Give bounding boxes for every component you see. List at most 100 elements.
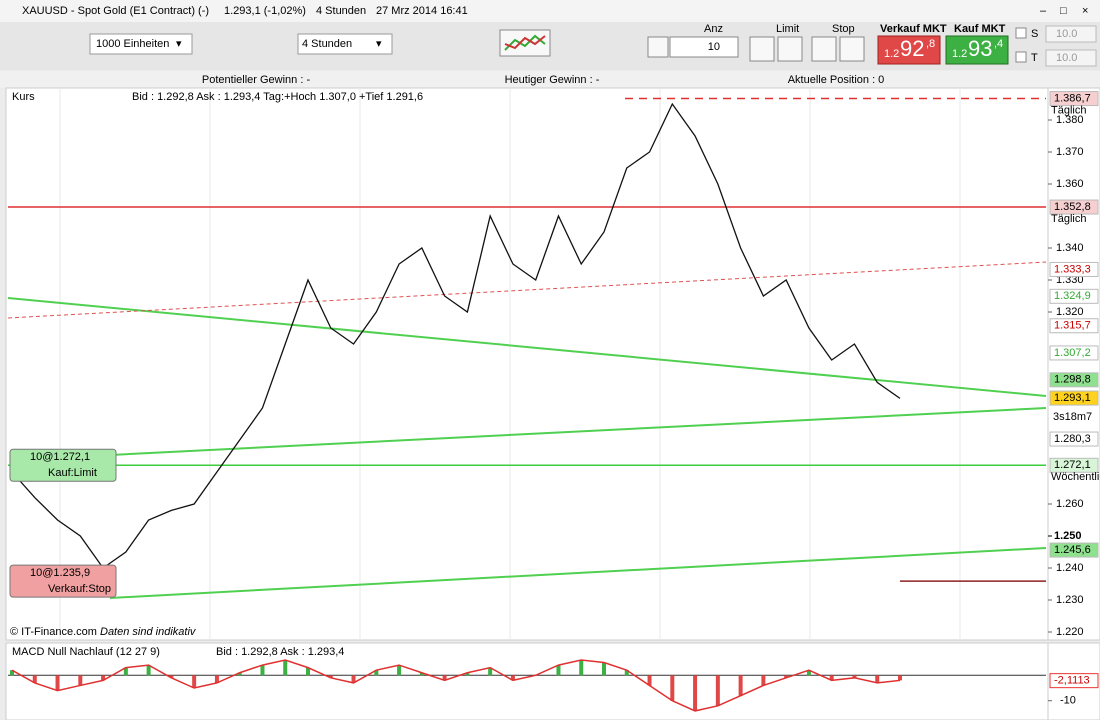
macd-bar bbox=[693, 675, 698, 711]
window-time: 27 Mrz 2014 16:41 bbox=[376, 5, 468, 17]
price-tag-label: 1.298,8 bbox=[1054, 374, 1091, 386]
macd-bar bbox=[32, 675, 37, 683]
sell-label: Verkauf MKT bbox=[880, 23, 947, 35]
wrench-button[interactable] bbox=[647, 36, 669, 58]
stop-label: Stop bbox=[832, 23, 855, 35]
macd-bar bbox=[898, 675, 902, 681]
window-title: XAUUSD - Spot Gold (E1 Contract) (-) bbox=[22, 5, 209, 17]
dropdown-arrow: ▾ bbox=[176, 38, 182, 50]
sell-button[interactable] bbox=[877, 35, 941, 65]
macd-bar bbox=[875, 675, 880, 683]
stop-sell[interactable] bbox=[839, 36, 865, 62]
macd-bar bbox=[397, 665, 402, 676]
limit-sell[interactable] bbox=[777, 36, 803, 62]
y-tick-label: 1.320 bbox=[1056, 306, 1084, 318]
qty-input[interactable] bbox=[669, 36, 739, 58]
chart-area bbox=[5, 87, 1049, 641]
t-label: T bbox=[1031, 52, 1038, 64]
window-controls[interactable]: × bbox=[1082, 5, 1088, 17]
window-controls[interactable]: – bbox=[1040, 5, 1047, 17]
y-tick-label: 1.230 bbox=[1056, 594, 1084, 606]
macd-bar bbox=[351, 675, 356, 683]
window-price: 1.293,1 (-1,02%) bbox=[224, 5, 306, 17]
macd-bar bbox=[192, 675, 197, 688]
disclaimer: Daten sind indikativ bbox=[100, 626, 197, 638]
title-bar bbox=[0, 0, 1100, 22]
price-tag-label: 1.315,7 bbox=[1054, 320, 1091, 332]
macd-bar bbox=[10, 670, 14, 676]
macd-bar bbox=[306, 667, 310, 676]
s-input[interactable] bbox=[1045, 25, 1097, 43]
price-tag-label: 1.307,2 bbox=[1054, 347, 1091, 359]
period-dropdown[interactable] bbox=[297, 33, 393, 55]
price-tag-label: 1.293,1 bbox=[1054, 392, 1091, 404]
macd-bar bbox=[146, 665, 151, 676]
t-value: 10.0 bbox=[1056, 52, 1077, 64]
y-tick-label: 1.370 bbox=[1056, 146, 1084, 158]
units-dropdown[interactable] bbox=[89, 33, 193, 55]
vertical-grid bbox=[59, 88, 961, 640]
icon bbox=[504, 34, 546, 51]
macd-line bbox=[11, 659, 901, 712]
price-tag bbox=[1049, 199, 1099, 215]
trend-line bbox=[7, 297, 1047, 397]
macd-bar bbox=[852, 675, 857, 678]
macd-last-tag bbox=[1049, 673, 1099, 689]
limit-label: Limit bbox=[776, 23, 799, 35]
macd-bar bbox=[670, 675, 675, 701]
stop-buy[interactable] bbox=[811, 36, 837, 62]
macd-bar bbox=[738, 675, 743, 696]
macd-bar bbox=[488, 667, 493, 676]
price-tag bbox=[1049, 345, 1099, 361]
macd-bar bbox=[123, 667, 128, 676]
countdown: 3s18m7 bbox=[1053, 411, 1092, 423]
t-input[interactable] bbox=[1045, 49, 1097, 67]
price-tag bbox=[1049, 390, 1099, 406]
today-profit: Heutiger Gewinn : - bbox=[505, 74, 600, 86]
qty-label: Anz bbox=[704, 23, 723, 35]
status-bar bbox=[0, 71, 1100, 88]
macd-bar bbox=[806, 670, 811, 676]
price-tag-note: Täglich bbox=[1051, 104, 1086, 116]
macd-bar bbox=[419, 672, 424, 676]
buy-label: Kauf MKT bbox=[954, 23, 1006, 35]
icon bbox=[504, 35, 546, 50]
chart-label: Kurs bbox=[12, 91, 35, 103]
macd-bar bbox=[715, 675, 720, 706]
order-type: Kauf:Limit bbox=[48, 467, 97, 479]
macd-bar bbox=[78, 675, 83, 686]
macd-bar bbox=[761, 675, 766, 686]
y-tick-label: 1.340 bbox=[1056, 242, 1084, 254]
price-tag-label: 1.352,8 bbox=[1054, 201, 1091, 213]
trend-line bbox=[109, 547, 1047, 599]
position: Aktuelle Position : 0 bbox=[788, 74, 885, 86]
price-tag bbox=[1049, 318, 1099, 334]
macd-bar bbox=[556, 665, 561, 676]
macd-bar bbox=[784, 675, 789, 678]
y-tick-label: 1.240 bbox=[1056, 562, 1084, 574]
qty-value: 10 bbox=[708, 41, 720, 53]
macd-bar bbox=[602, 662, 606, 676]
macd-bar bbox=[214, 675, 219, 683]
macd-bar bbox=[829, 675, 834, 681]
sell-digits: 92 bbox=[900, 36, 924, 61]
order-box[interactable] bbox=[9, 448, 117, 482]
order-box[interactable] bbox=[9, 564, 117, 598]
buy-button[interactable] bbox=[945, 35, 1009, 65]
s-checkbox[interactable] bbox=[1015, 27, 1027, 39]
limit-buy[interactable] bbox=[749, 36, 775, 62]
price-tag bbox=[1049, 288, 1099, 304]
price-tag-label: 1.324,9 bbox=[1054, 290, 1091, 302]
price-tag-note: Wöchentli bbox=[1051, 471, 1099, 483]
window-controls[interactable]: □ bbox=[1060, 5, 1067, 17]
s-value: 10.0 bbox=[1056, 28, 1077, 40]
macd-bar bbox=[328, 675, 333, 678]
macd-bar bbox=[55, 675, 60, 691]
macd-label: MACD Null Nachlauf (12 27 9) bbox=[12, 646, 160, 658]
y-tick-label: 1.260 bbox=[1056, 498, 1084, 510]
macd-bar bbox=[647, 675, 652, 686]
t-checkbox[interactable] bbox=[1015, 51, 1027, 63]
copyright: © IT-Finance.com bbox=[10, 626, 97, 638]
indicator-button[interactable] bbox=[499, 29, 551, 57]
